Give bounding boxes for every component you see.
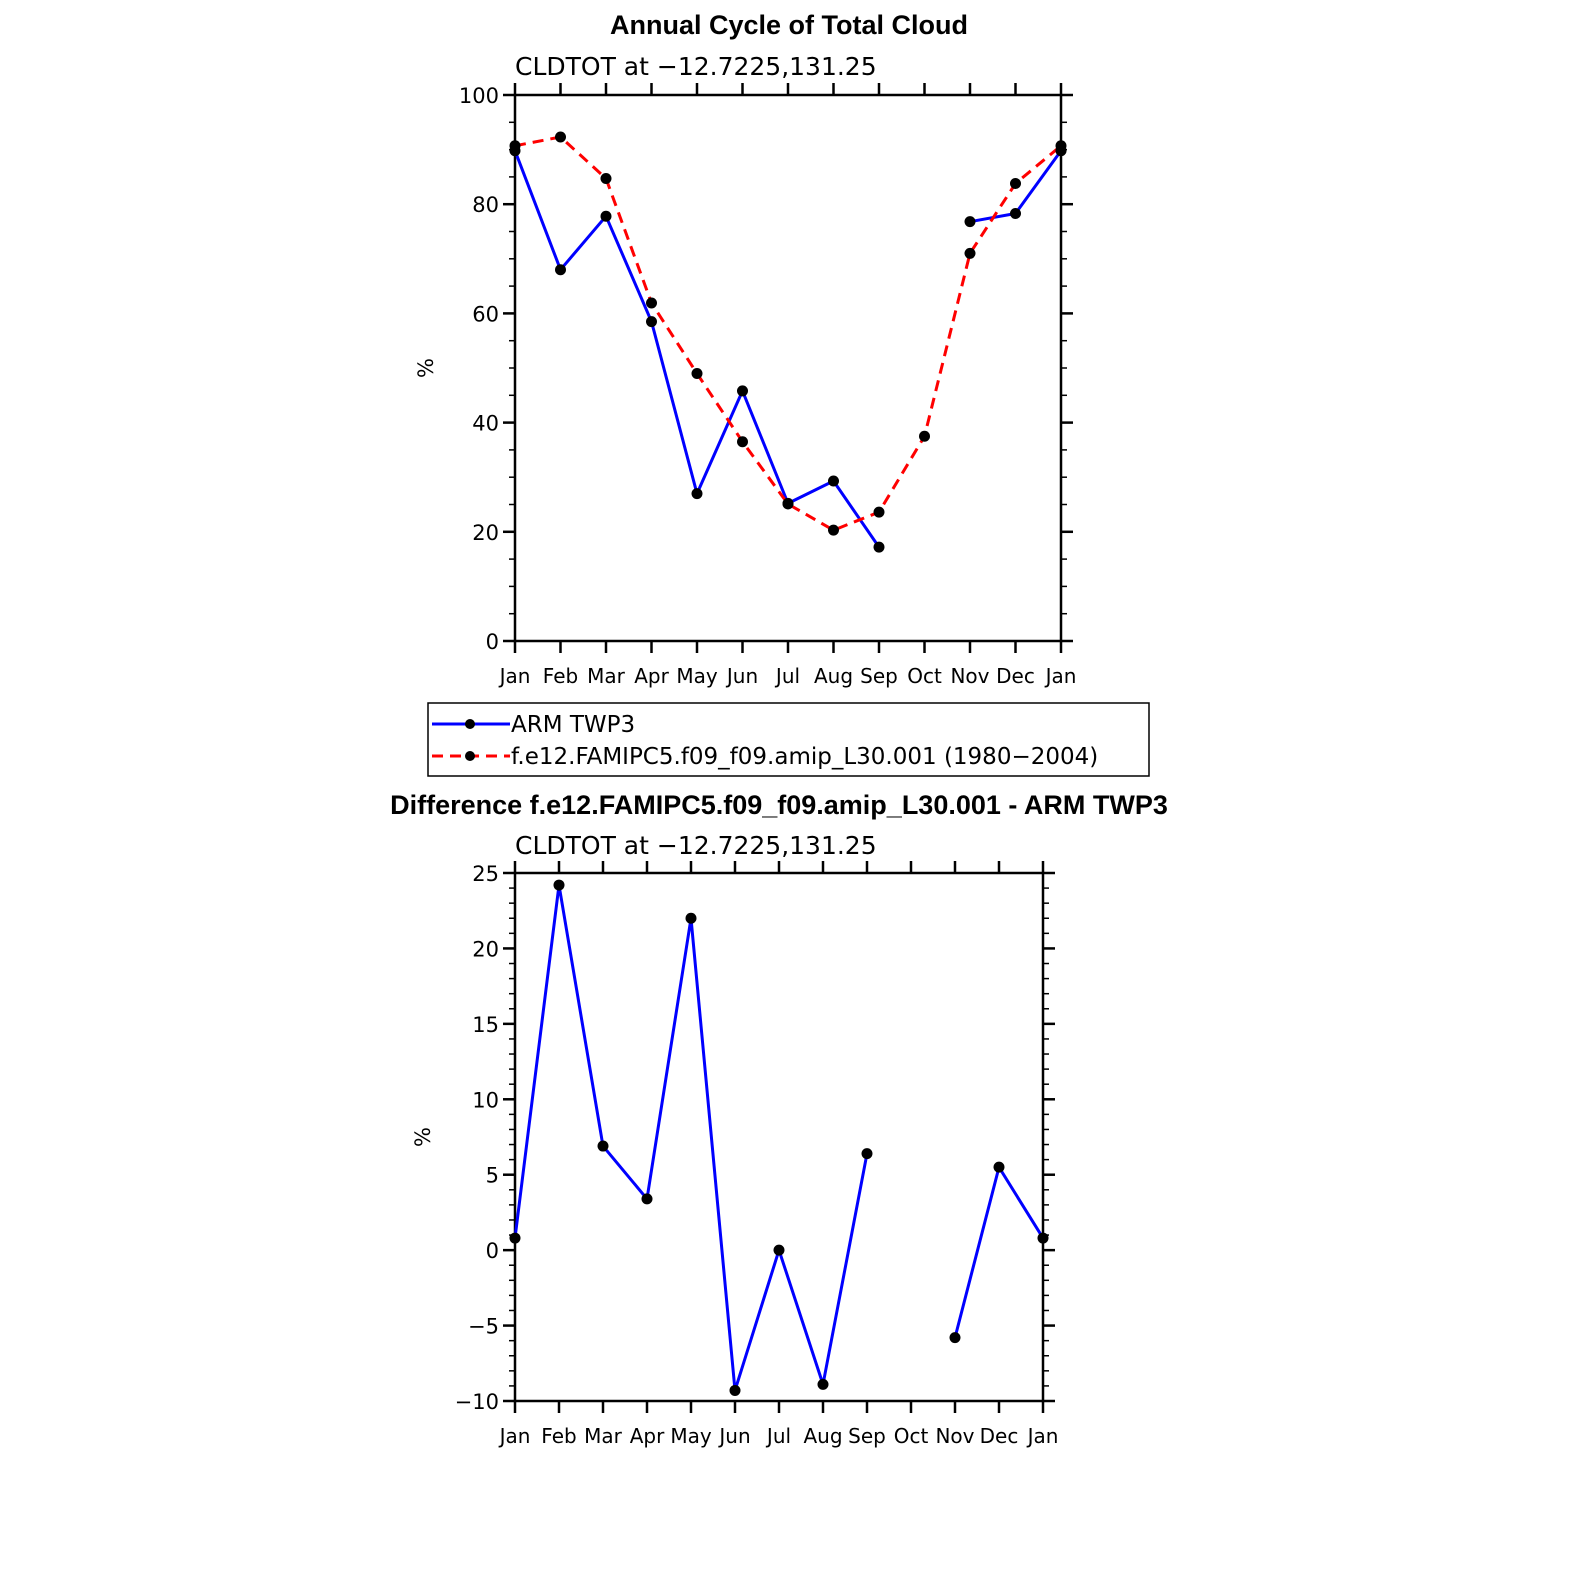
series-layer bbox=[509, 879, 1049, 1396]
x-tick-label: Jul bbox=[774, 664, 800, 688]
x-tick-label: Oct bbox=[907, 664, 942, 688]
x-tick-label: Oct bbox=[894, 1424, 929, 1448]
data-point bbox=[964, 247, 976, 259]
data-point bbox=[782, 498, 794, 510]
x-tick-label: Nov bbox=[950, 664, 989, 688]
axes-frame: 0 20 40 60 80 100 Jan Feb Mar Apr May Jun Jul Aug Sep O… bbox=[459, 83, 1077, 688]
data-point bbox=[828, 475, 839, 487]
y-tick-label: 10 bbox=[472, 1088, 499, 1112]
y-tick-label: 100 bbox=[459, 84, 499, 108]
data-point bbox=[691, 367, 703, 379]
x-tick-label: Jan bbox=[1044, 664, 1077, 688]
data-point bbox=[964, 216, 976, 228]
chart-title: Difference f.e12.FAMIPC5.f09_f09.amip_L3… bbox=[390, 790, 1168, 820]
y-tick-label: 80 bbox=[472, 193, 499, 217]
x-tick-label: Jan bbox=[1026, 1424, 1059, 1448]
plot-frame bbox=[513, 93, 1063, 643]
x-tick-label: Mar bbox=[587, 664, 626, 688]
data-point bbox=[641, 1193, 653, 1205]
y-tick-label: 0 bbox=[486, 1239, 499, 1263]
data-point bbox=[685, 912, 697, 924]
series-line bbox=[513, 883, 869, 1392]
legend-entry-arm: ARM TWP3 bbox=[511, 712, 635, 738]
data-point bbox=[773, 1244, 785, 1256]
data-point bbox=[949, 1332, 961, 1344]
data-point bbox=[1055, 140, 1067, 152]
series-line bbox=[953, 1165, 1045, 1338]
data-point bbox=[509, 140, 521, 152]
data-point bbox=[993, 1161, 1005, 1173]
y-tick-label: 0 bbox=[486, 630, 499, 654]
data-point bbox=[873, 506, 885, 518]
x-tick-label: Jul bbox=[765, 1424, 791, 1448]
x-tick-label: Jan bbox=[498, 664, 531, 688]
chart-title: Annual Cycle of Total Cloud bbox=[610, 10, 968, 40]
chart-subtitle: CLDTOT at −12.7225,131.25 bbox=[515, 831, 877, 860]
data-point bbox=[553, 879, 565, 891]
axes-frame: −10 −5 0 5 10 15 20 25 Jan Feb Mar Apr May Jun Jul Aug S… bbox=[455, 861, 1059, 1448]
data-point bbox=[646, 316, 657, 328]
data-point bbox=[1037, 1232, 1049, 1244]
y-tick-label: 15 bbox=[472, 1013, 499, 1037]
data-point bbox=[509, 1232, 521, 1244]
data-point bbox=[691, 488, 703, 500]
data-point bbox=[600, 210, 612, 222]
series-line bbox=[514, 135, 1062, 532]
x-tick-label: Aug bbox=[803, 1424, 842, 1448]
x-tick-label: Sep bbox=[860, 664, 898, 688]
y-tick-label: 5 bbox=[486, 1164, 499, 1188]
legend-entry-model: f.e12.FAMIPC5.f09_f09.amip_L30.001 (1980… bbox=[511, 744, 1098, 770]
data-point bbox=[873, 541, 885, 553]
data-point bbox=[737, 436, 748, 448]
data-point bbox=[817, 1378, 829, 1390]
legend: ARM TWP3 f.e12.FAMIPC5.f09_f09.amip_L30.… bbox=[427, 702, 1150, 777]
difference-chart: Difference f.e12.FAMIPC5.f09_f09.amip_L3… bbox=[390, 790, 1168, 1448]
data-point bbox=[919, 430, 930, 442]
y-tick-label: 25 bbox=[472, 862, 499, 886]
data-point bbox=[555, 264, 566, 276]
data-point bbox=[737, 385, 748, 397]
y-tick-label: 60 bbox=[472, 302, 499, 326]
y-tick-label: 20 bbox=[472, 521, 499, 545]
legend-box bbox=[427, 702, 1150, 777]
y-axis-label: % bbox=[411, 1127, 435, 1147]
annual-cycle-chart: Annual Cycle of Total Cloud CLDTOT at −1… bbox=[414, 10, 1076, 688]
x-tick-label: Sep bbox=[848, 1424, 886, 1448]
plot-frame bbox=[513, 871, 1045, 1403]
y-tick-label: 20 bbox=[472, 937, 499, 961]
data-point bbox=[729, 1384, 741, 1396]
y-axis-label: % bbox=[414, 358, 438, 378]
x-tick-label: Feb bbox=[541, 1424, 576, 1448]
x-tick-label: Nov bbox=[935, 1424, 974, 1448]
y-tick-label: 40 bbox=[472, 412, 499, 436]
data-point bbox=[1010, 177, 1021, 189]
x-tick-label: Mar bbox=[584, 1424, 623, 1448]
y-tick-label: −10 bbox=[455, 1390, 499, 1414]
x-tick-label: May bbox=[676, 664, 718, 688]
x-tick-label: Jun bbox=[725, 664, 758, 688]
x-tick-label: Jan bbox=[498, 1424, 531, 1448]
series-layer bbox=[509, 131, 1067, 553]
x-tick-label: May bbox=[670, 1424, 712, 1448]
x-tick-label: Jun bbox=[717, 1424, 750, 1448]
data-point bbox=[597, 1140, 609, 1152]
x-tick-label: Aug bbox=[814, 664, 853, 688]
x-tick-label: Dec bbox=[980, 1424, 1019, 1448]
series-line bbox=[513, 150, 881, 548]
y-tick-label: −5 bbox=[468, 1315, 499, 1339]
x-tick-label: Dec bbox=[996, 664, 1035, 688]
x-tick-label: Feb bbox=[543, 664, 578, 688]
x-tick-label: Apr bbox=[630, 1424, 665, 1448]
data-point bbox=[646, 297, 657, 309]
data-point bbox=[1010, 207, 1021, 219]
x-tick-label: Apr bbox=[634, 664, 669, 688]
data-point bbox=[600, 173, 612, 185]
legend-marker-model bbox=[465, 751, 475, 761]
chart-subtitle: CLDTOT at −12.7225,131.25 bbox=[515, 52, 877, 81]
data-point bbox=[828, 524, 839, 536]
legend-marker-arm bbox=[465, 719, 475, 729]
data-point bbox=[861, 1148, 873, 1160]
data-point bbox=[555, 131, 566, 143]
